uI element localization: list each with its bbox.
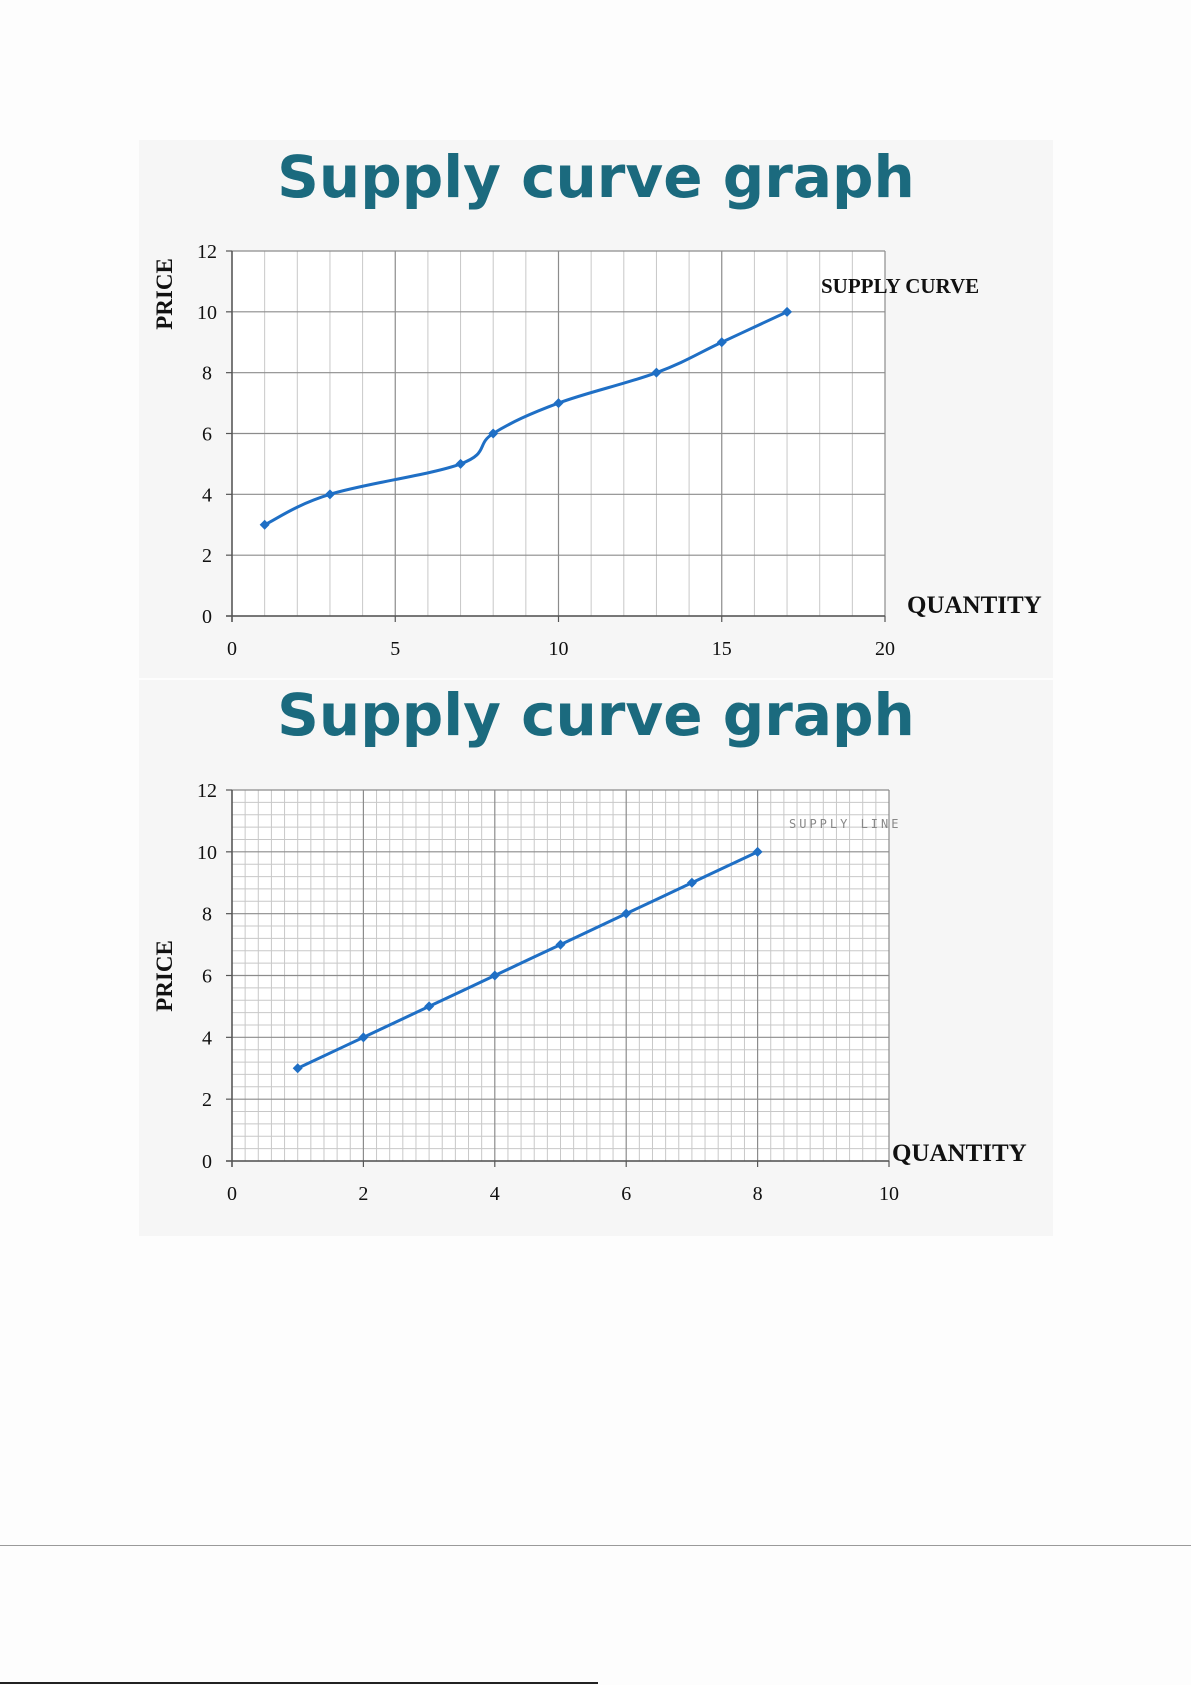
x-axis-label: QUANTITY (892, 1140, 1027, 1167)
series-line (297, 850, 759, 1070)
supply-chart-panel: Supply curve graph 0 5 10 15 20 0 2 4 6 8 10 12 QUAN… (139, 140, 1053, 678)
x-axis-label: QUANTITY (907, 592, 1042, 619)
y-tick-label: 12 (197, 780, 217, 802)
data-point (489, 970, 500, 981)
y-tick-label: 0 (202, 606, 212, 628)
grid (231, 250, 886, 617)
x-tick-label: 4 (490, 1183, 500, 1205)
x-tick-label: 20 (875, 638, 895, 660)
data-point (455, 458, 466, 469)
y-tick-label: 2 (202, 545, 212, 567)
footer-rule (0, 1682, 598, 1684)
data-point (686, 877, 697, 888)
x-tick-label: 8 (753, 1183, 763, 1205)
x-tick-label: 2 (358, 1183, 368, 1205)
x-tick-label: 10 (549, 638, 569, 660)
data-point (555, 939, 566, 950)
y-tick-label: 10 (197, 842, 217, 864)
x-tick-label: 6 (621, 1183, 631, 1205)
x-tick-label: 0 (227, 638, 237, 660)
data-point (553, 398, 564, 409)
data-point (292, 1063, 303, 1074)
series-annotation: SUPPLY CURVE (821, 274, 979, 298)
series-line (264, 310, 788, 527)
x-tick-label: 0 (227, 1183, 237, 1205)
data-point (621, 908, 632, 919)
data-point (324, 489, 335, 500)
data-point (782, 306, 793, 317)
data-point (424, 1001, 435, 1012)
y-tick-label: 10 (197, 302, 217, 324)
supply-line-chart: 0 2 4 6 8 10 0 2 4 6 8 10 12 QUANTITY PRICE SUPPLY LINE (152, 780, 1027, 1205)
y-tick-label: 12 (197, 241, 217, 263)
y-axis-label: PRICE (152, 940, 177, 1012)
x-tick-label: 15 (712, 638, 732, 660)
y-tick-label: 6 (202, 966, 212, 988)
y-tick-label: 0 (202, 1151, 212, 1173)
y-tick-label: 4 (202, 1027, 212, 1049)
series-annotation: SUPPLY LINE (789, 817, 901, 831)
y-axis-label: PRICE (152, 258, 177, 330)
data-point (716, 337, 727, 348)
y-tick-label: 6 (202, 424, 212, 446)
data-point (752, 846, 763, 857)
page-divider (0, 1545, 1191, 1546)
supply-curve-chart: 0 5 10 15 20 0 2 4 6 8 10 12 QUANTITY PRICE SUPPLY CUR… (152, 241, 1042, 660)
data-point (651, 367, 662, 378)
data-point (488, 428, 499, 439)
y-tick-label: 2 (202, 1089, 212, 1111)
y-tick-label: 8 (202, 904, 212, 926)
chart-title: Supply curve graph (277, 681, 915, 749)
x-tick-label: 5 (390, 638, 400, 660)
chart-title: Supply curve graph (277, 143, 915, 211)
data-point (259, 519, 270, 530)
data-point (358, 1032, 369, 1043)
x-tick-label: 10 (879, 1183, 899, 1205)
supply-chart-panel: Supply curve graph 0 2 4 6 8 10 0 2 4 6 8 10 12 QUANT… (139, 680, 1053, 1236)
y-tick-label: 4 (202, 484, 212, 506)
y-tick-label: 8 (202, 363, 212, 385)
